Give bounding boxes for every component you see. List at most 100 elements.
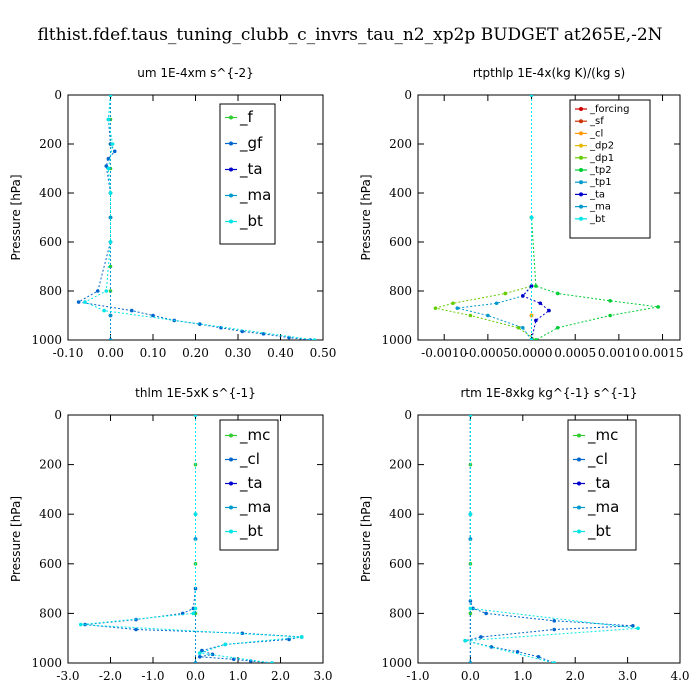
data-point (108, 215, 113, 220)
legend-label: _ta (239, 474, 263, 493)
x-tick-label: 0.20 (182, 346, 209, 360)
data-point (636, 626, 640, 631)
x-tick-label: 0.30 (225, 346, 252, 360)
legend-label: _tp1 (589, 177, 612, 188)
legend-label: _ta (589, 189, 605, 200)
panel-title: rtm 1E-8xkg kg^{-1} s^{-1} (460, 386, 637, 400)
data-point (656, 305, 660, 309)
data-point (299, 635, 304, 639)
legend: _mc _cl _ta _ma _bt (567, 419, 637, 551)
legend-marker (229, 457, 233, 462)
legend-label: _dp1 (589, 153, 614, 164)
y-tick-label: 600 (39, 557, 62, 571)
x-tick-label: -1.0 (141, 669, 164, 683)
legend-label: _ma (589, 202, 611, 213)
series-line (77, 95, 311, 340)
series-line (465, 415, 633, 663)
legend: _mc _cl _ta _ma _bt (219, 419, 279, 551)
data-point (197, 655, 202, 659)
y-tick-label: 400 (39, 507, 62, 521)
data-point (468, 313, 473, 318)
data-point (468, 606, 473, 611)
x-tick-label: -2.0 (99, 669, 122, 683)
data-point (191, 611, 196, 616)
legend-label: _bt (239, 212, 263, 231)
legend-marker (579, 204, 583, 209)
data-point (312, 338, 317, 340)
y-tick-label: 1000 (381, 333, 412, 347)
data-point (112, 149, 117, 154)
legend-label: _bt (589, 214, 605, 225)
x-tick-label: 1.0 (513, 669, 532, 683)
data-point (529, 95, 534, 97)
data-point (110, 142, 115, 146)
x-tick-label: 1.0 (228, 669, 247, 683)
legend-marker (577, 433, 581, 438)
x-tick-label: 0.0010 (598, 346, 640, 360)
series-dp1 (433, 95, 538, 340)
legend-label: _mc (239, 426, 270, 445)
legend-marker (577, 481, 581, 486)
y-tick-label: 400 (389, 186, 412, 200)
legend-marker (229, 529, 233, 534)
data-point (534, 318, 538, 323)
x-tick-label: -3.0 (56, 669, 79, 683)
series-tp1 (455, 95, 534, 340)
panel-3: thlm 1E-5xK s^{-1} Pressure [hPa] -3.0 -2.0… (9, 386, 333, 683)
series-line (521, 95, 550, 340)
series-ta (521, 95, 551, 340)
x-tick-label: -0.0010 (421, 346, 467, 360)
legend-label: _bt (587, 522, 611, 541)
x-tick-label: 0.0015 (642, 346, 684, 360)
data-point (552, 661, 557, 663)
x-tick-label: 2.0 (271, 669, 290, 683)
legend-label: _ma (239, 498, 271, 517)
series-bt (463, 415, 640, 663)
data-point (515, 650, 520, 654)
y-tick-label: 200 (39, 137, 62, 151)
x-tick-label: -1.0 (406, 669, 429, 683)
data-point (223, 642, 228, 647)
data-point (197, 651, 202, 655)
data-point (536, 655, 541, 659)
data-point (193, 661, 198, 663)
data-point (95, 289, 100, 293)
legend: _forcing_sf_cl _dp2_dp1_tp2_tp1_ta _ma_bt (569, 99, 651, 239)
legend-marker (579, 216, 583, 221)
y-axis-label: Pressure [hPa] (359, 174, 373, 260)
data-point (197, 322, 202, 326)
series-bt (529, 95, 534, 340)
legend-label: _cl (589, 128, 603, 139)
data-point (83, 300, 87, 304)
legend-marker (577, 505, 581, 510)
data-point (468, 512, 473, 516)
legend-marker (577, 457, 581, 462)
legend-marker (229, 481, 233, 486)
legend-label: _dp2 (589, 141, 614, 152)
plot-frame (417, 94, 681, 341)
data-point (534, 284, 538, 288)
series-line (531, 95, 659, 340)
legend-marker (579, 155, 583, 160)
legend-marker (579, 119, 583, 124)
y-tick-label: 0 (54, 408, 62, 422)
legend-marker (579, 168, 583, 172)
data-point (240, 329, 245, 334)
legend-label: _ta (239, 160, 263, 179)
series-bt (83, 95, 317, 340)
legend: _f _gf _ta _ma _bt (219, 103, 276, 245)
legend-marker (579, 192, 583, 197)
data-point (193, 415, 198, 417)
legend-label: _forcing (589, 104, 630, 115)
x-tick-label: 0.0 (186, 669, 205, 683)
y-tick-label: 800 (389, 606, 412, 620)
data-point (484, 611, 488, 616)
y-tick-label: 1000 (31, 656, 62, 670)
legend-label: _bt (239, 522, 263, 541)
data-point (552, 619, 557, 623)
legend-marker (579, 180, 583, 185)
panel-4: rtm 1E-8xkg kg^{-1} s^{-1} Pressure [hPa]… (359, 386, 690, 683)
data-point (102, 308, 106, 313)
x-tick-label: 0.40 (267, 346, 294, 360)
